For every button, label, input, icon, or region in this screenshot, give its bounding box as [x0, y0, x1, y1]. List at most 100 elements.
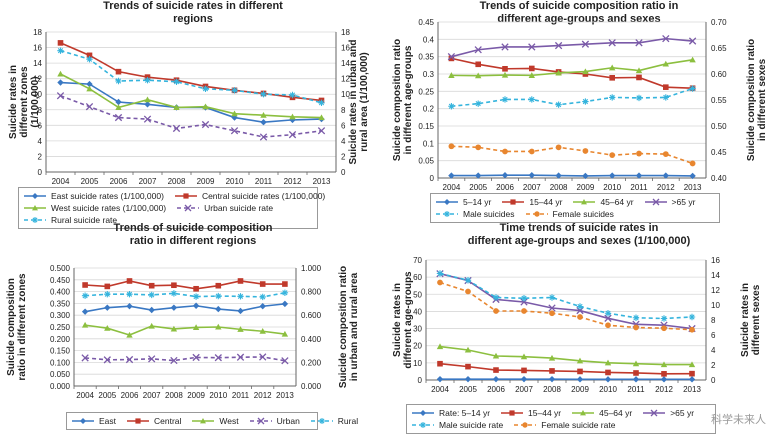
series-15-44-yr — [437, 361, 695, 377]
legend-label: East suicide rates (1/100,000) — [51, 190, 164, 202]
legend-label: 5–14 yr — [463, 196, 491, 208]
x-tick-label: 2010 — [209, 391, 227, 400]
data-point — [465, 289, 471, 295]
series-45-64-yr — [437, 343, 695, 367]
legend-label: East — [99, 415, 116, 427]
x-tick-label: 2010 — [603, 183, 621, 192]
x-tick-label: 2005 — [459, 385, 477, 394]
data-point — [633, 315, 639, 321]
data-point — [661, 325, 667, 331]
x-tick-label: 2004 — [431, 385, 449, 394]
series-east-suicide-rates-1-100-000- — [57, 79, 324, 125]
x-tick-label: 2011 — [255, 177, 273, 186]
chart-plot-svg: 0.0000.0500.1000.1500.2000.2500.3000.350… — [0, 216, 386, 431]
data-point — [661, 376, 667, 382]
series-line — [85, 304, 285, 312]
data-point — [149, 292, 155, 298]
x-tick-label: 2006 — [121, 391, 139, 400]
x-tick-label: 2009 — [187, 391, 205, 400]
legend-item: East — [71, 415, 116, 427]
x-tick-label: 2013 — [276, 391, 294, 400]
legend-item: Male suicide rate — [411, 419, 503, 431]
x-tick-label: 2008 — [543, 385, 561, 394]
y-axis-title: Suicide rates indifferent age-groups — [392, 271, 414, 369]
data-point — [115, 78, 121, 84]
x-tick-label: 2007 — [515, 385, 533, 394]
data-point — [82, 293, 88, 299]
series-line — [85, 293, 285, 297]
legend-swatch-icon — [126, 416, 150, 426]
x-tick-label: 2008 — [550, 183, 568, 192]
x-tick-label: 2011 — [630, 183, 648, 192]
data-point — [475, 144, 481, 150]
legend-swatch-icon — [642, 408, 666, 418]
legend-swatch-icon — [513, 420, 537, 430]
y-tick-label: 70 — [413, 256, 422, 265]
data-point — [193, 286, 199, 292]
x-tick-label: 2012 — [284, 177, 302, 186]
data-point — [144, 96, 150, 102]
x-tick-label: 2006 — [487, 385, 505, 394]
data-point — [493, 308, 499, 314]
data-point — [237, 308, 243, 314]
series--65-yr — [437, 271, 695, 332]
data-point — [549, 376, 555, 382]
x-tick-label: 2007 — [143, 391, 161, 400]
series-rural — [82, 290, 288, 301]
data-point — [57, 79, 63, 85]
x-tick-label: 2004 — [76, 391, 94, 400]
y-tick-label: 0.25 — [418, 87, 434, 96]
legend-swatch-icon — [310, 416, 334, 426]
data-point — [260, 303, 266, 309]
data-point — [493, 376, 499, 382]
data-point — [149, 307, 155, 313]
data-point — [529, 172, 535, 178]
series-line — [440, 274, 692, 329]
y-tick-label: 0.450 — [50, 276, 71, 285]
legend-item: 45–64 yr — [571, 407, 632, 419]
x-tick-label: 2012 — [657, 183, 675, 192]
data-point — [149, 283, 155, 289]
y2-tick-label: 14 — [711, 271, 720, 280]
legend-label: Female suicide rate — [541, 419, 615, 431]
series-rural-suicide-rate — [57, 47, 324, 106]
data-point — [475, 61, 481, 67]
y2-tick-label: 18 — [341, 28, 350, 37]
y-axis-title: Suicide composition ratioin different ag… — [392, 39, 414, 161]
legend-item: >65 yr — [644, 196, 696, 208]
y2-axis-title: Suicide composition ratioin different se… — [746, 39, 768, 161]
series-line — [451, 58, 692, 88]
y-tick-label: 0.050 — [50, 370, 71, 379]
legend-label: 15–44 yr — [528, 407, 561, 419]
y-tick-label: 4 — [38, 137, 43, 146]
y-tick-label: 18 — [33, 28, 42, 37]
data-point — [231, 87, 237, 93]
data-point — [216, 283, 222, 289]
data-point — [282, 301, 288, 307]
data-point — [521, 376, 527, 382]
chart-panel-agesex-ratio: Trends of suicide composition ratio in d… — [386, 0, 772, 215]
data-point — [127, 278, 133, 284]
legend-label: Central — [154, 415, 181, 427]
y2-axis-title: Suicide rates indifferent sexes — [740, 283, 762, 357]
y2-tick-label: 0.600 — [301, 311, 322, 320]
x-tick-label: 2007 — [523, 183, 541, 192]
y-tick-label: 16 — [33, 44, 42, 53]
series-15-44-yr — [449, 56, 696, 91]
data-point — [202, 86, 208, 92]
legend-swatch-icon — [435, 197, 459, 207]
x-tick-label: 2010 — [599, 385, 617, 394]
data-point — [437, 280, 443, 286]
y-tick-label: 0.250 — [50, 323, 71, 332]
series-male-suicides — [448, 85, 696, 109]
legend-item: 15–44 yr — [501, 196, 562, 208]
series-line — [61, 43, 322, 101]
y2-tick-label: 0.65 — [711, 44, 727, 53]
x-tick-label: 2013 — [313, 177, 331, 186]
y2-tick-label: 16 — [711, 256, 720, 265]
legend-label: Rate: 5–14 yr — [439, 407, 490, 419]
legend-swatch-icon — [411, 408, 435, 418]
